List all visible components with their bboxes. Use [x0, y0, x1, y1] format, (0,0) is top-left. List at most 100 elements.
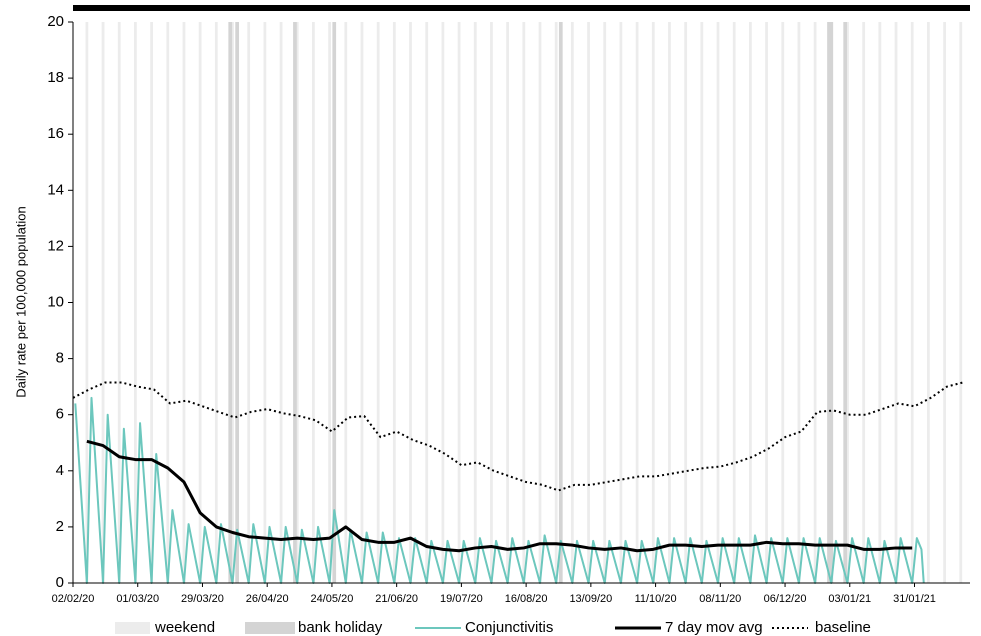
weekend-band — [765, 22, 768, 583]
x-tick-label: 03/01/21 — [828, 593, 871, 605]
weekend-band — [490, 22, 493, 583]
bank-holiday-band — [293, 22, 297, 583]
weekend-band — [182, 22, 186, 583]
x-tick-label: 31/01/21 — [893, 593, 936, 605]
weekend-band — [85, 22, 89, 583]
weekend-band — [409, 22, 412, 583]
weekend-band — [344, 22, 348, 583]
weekend-band — [522, 22, 526, 583]
y-tick-label: 20 — [47, 13, 64, 30]
weekend-band — [635, 22, 639, 583]
weekend-band — [279, 22, 283, 583]
bank-holiday-band — [843, 22, 848, 583]
weekend-band — [134, 22, 137, 583]
weekend-band — [101, 22, 105, 583]
weekend-band — [506, 22, 510, 583]
weekend-band — [360, 22, 364, 583]
x-tick-label: 29/03/20 — [181, 593, 224, 605]
weekend-band — [554, 22, 558, 583]
y-tick-label: 8 — [56, 350, 64, 367]
y-tick-label: 16 — [47, 125, 64, 142]
weekend-band — [247, 22, 251, 583]
weekend-band — [668, 22, 671, 583]
y-tick-label: 14 — [47, 181, 64, 198]
series-line — [86, 439, 913, 553]
axes: 0 2 4 6 8 10 12 14 16 18 20 02/02/20 01/03/20 29/03/2… — [47, 13, 970, 605]
legend-key — [245, 622, 295, 634]
y-tick-label: 0 — [56, 574, 64, 591]
legend-label: 7 day mov avg — [665, 619, 763, 636]
weekend-band — [926, 22, 930, 583]
weekend-band — [231, 22, 234, 583]
series-line — [74, 396, 925, 584]
weekend-band — [619, 22, 623, 583]
bands — [85, 22, 963, 583]
weekend-band — [538, 22, 542, 583]
y-tick-label: 4 — [56, 462, 64, 479]
weekend-band — [166, 22, 170, 583]
x-tick-label: 24/05/20 — [311, 593, 354, 605]
x-tick-label: 21/06/20 — [375, 593, 418, 605]
weekend-band — [878, 22, 882, 583]
weekend-band — [473, 22, 477, 583]
legend-key — [115, 622, 150, 634]
x-tick-label: 26/04/20 — [246, 593, 289, 605]
y-tick-label: 10 — [47, 293, 64, 310]
series-line — [72, 381, 964, 492]
weekend-band — [603, 22, 607, 583]
weekend-band — [587, 22, 590, 583]
legend-label: bank holiday — [298, 619, 383, 636]
x-tick-label: 19/07/20 — [440, 593, 483, 605]
x-tick-label: 01/03/20 — [116, 593, 159, 605]
weekend-band — [312, 22, 315, 583]
weekend-band — [846, 22, 849, 583]
weekend-band — [732, 22, 736, 583]
weekend-band — [716, 22, 720, 583]
weekend-band — [392, 22, 396, 583]
weekend-band — [910, 22, 914, 583]
weekend-band — [150, 22, 153, 583]
weekend-band — [651, 22, 655, 583]
weekend-band — [198, 22, 202, 583]
legend-label: weekend — [154, 619, 215, 636]
weekend-band — [781, 22, 785, 583]
weekend-band — [700, 22, 704, 583]
y-axis-label: Daily rate per 100,000 population — [13, 206, 28, 398]
x-tick-label: 16/08/20 — [505, 593, 548, 605]
weekend-band — [894, 22, 898, 583]
top-bar — [73, 5, 970, 11]
bank-holiday-band — [827, 22, 831, 583]
legend-label: Conjunctivitis — [465, 619, 553, 636]
x-tick-label: 11/10/20 — [635, 593, 677, 605]
weekend-band — [570, 22, 574, 583]
bank-holiday-band — [228, 22, 233, 583]
weekend-band — [117, 22, 121, 583]
legend-label: baseline — [815, 619, 871, 636]
weekend-band — [862, 22, 866, 583]
weekend-band — [295, 22, 299, 583]
x-tick-label: 02/02/20 — [52, 593, 95, 605]
y-tick-label: 12 — [47, 237, 64, 254]
weekend-band — [376, 22, 380, 583]
weekend-band — [797, 22, 801, 583]
weekend-band — [748, 22, 752, 583]
weekend-band — [425, 22, 429, 583]
weekend-band — [943, 22, 946, 583]
weekend-band — [457, 22, 461, 583]
x-tick-label: 08/11/20 — [699, 593, 741, 605]
y-tick-label: 2 — [56, 518, 64, 535]
weekend-band — [813, 22, 817, 583]
weekend-band — [441, 22, 445, 583]
bank-holiday-band — [829, 22, 834, 583]
bank-holiday-band — [332, 22, 337, 583]
y-tick-label: 6 — [56, 406, 64, 423]
x-tick-label: 06/12/20 — [764, 593, 807, 605]
weekend-band — [263, 22, 267, 583]
bank-holiday-band — [235, 22, 239, 583]
weekend-band — [959, 22, 963, 583]
weekend-band — [684, 22, 688, 583]
bank-holiday-band — [558, 22, 563, 583]
x-tick-label: 13/09/20 — [569, 593, 612, 605]
